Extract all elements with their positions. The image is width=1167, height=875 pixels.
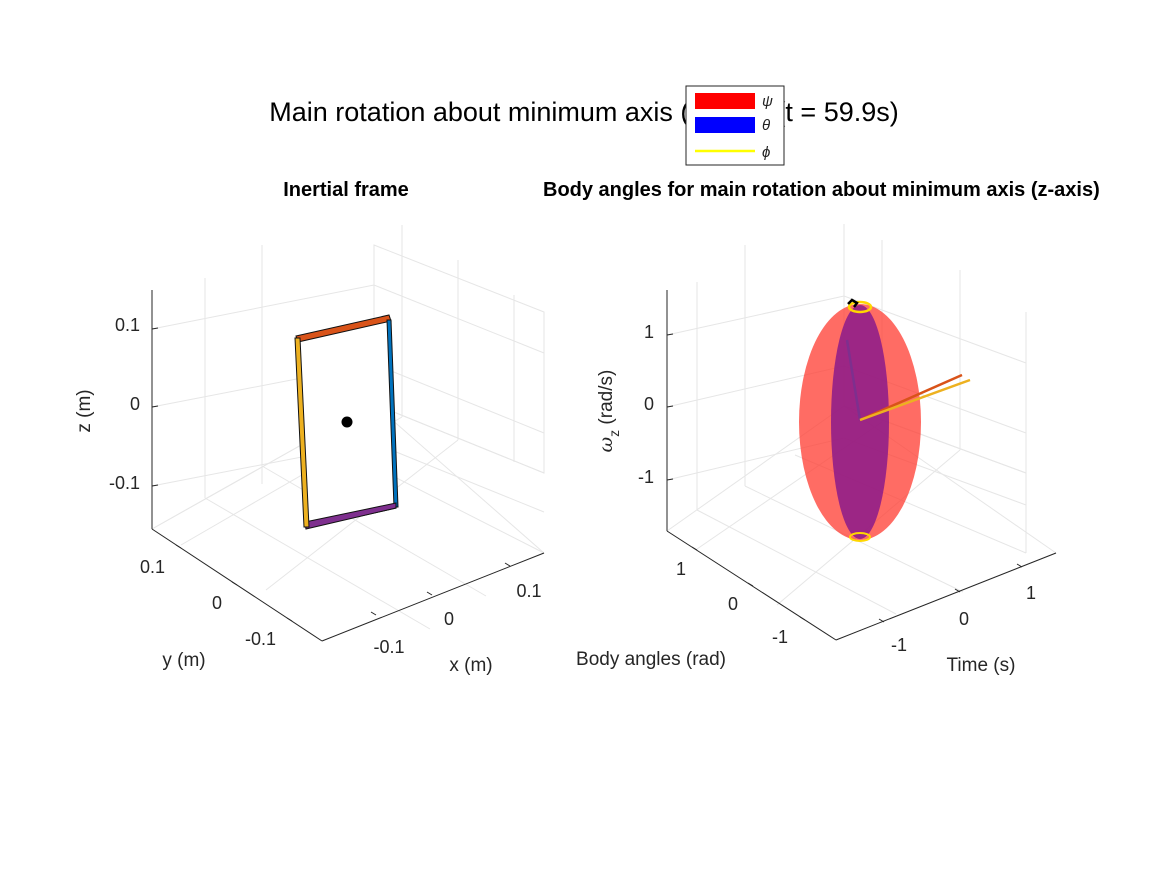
right-ellipsoid [799,298,971,542]
left-x-ticks: -0.1 0 0.1 [370,562,542,657]
right-x-ticks: -1 0 1 [878,563,1036,655]
polhode-top [847,300,873,314]
left-y-tick-2: -0.1 [245,629,276,649]
legend-swatch-psi [695,93,755,109]
left-axes[interactable]: 0.1 0 -0.1 0.1 0 -0.1 -0.1 0 0.1 z (m) y… [74,179,545,676]
left-z-tick-0: 0.1 [115,315,140,335]
left-title: Inertial frame [283,179,409,201]
right-axes[interactable]: 1 0 -1 1 0 -1 -1 0 1 ωz (rad/s) Body ang… [543,179,1100,676]
trajectory-marker [847,298,859,308]
right-ylabel: Body angles (rad) [576,649,726,670]
right-zlabel-symbol: ω [595,437,617,453]
figure-suptitle: Main rotation about minimum axis (z-axis… [269,97,898,127]
body-axis-z [845,339,862,421]
plate-edge-left [294,337,310,528]
plate-edge-right [386,319,399,508]
legend-swatch-theta [695,117,755,133]
right-y-tick-2: -1 [772,627,788,647]
legend-label-psi: ψ [762,93,773,110]
right-x-tick-0: -1 [891,635,907,655]
left-z-tick-2: -0.1 [109,473,140,493]
right-y-tick-1: 0 [728,594,738,614]
left-xlabel: x (m) [449,655,492,676]
right-zlabel-sub: z [606,430,622,437]
right-title: Body angles for main rotation about mini… [543,179,1100,201]
right-y-tick-0: 1 [676,559,686,579]
right-xlabel: Time (s) [947,655,1016,676]
right-x-tick-2: 1 [1026,583,1036,603]
right-x-axis-line [835,552,1057,641]
left-y-tick-0: 0.1 [140,557,165,577]
left-y-ticks: 0.1 0 -0.1 [140,544,293,649]
legend[interactable]: ψ θ ϕ [685,85,785,166]
left-z-ticks: 0.1 0 -0.1 [109,315,159,493]
left-x-axis-line [321,552,545,642]
svg-text:ωz (rad/s): ωz (rad/s) [595,370,622,453]
right-y-ticks: 1 0 -1 [676,546,806,647]
ellipsoid-inner [831,305,889,539]
body-axis-y [859,378,971,422]
right-zlabel-unit: (rad/s) [596,370,617,425]
left-x-tick-0: -0.1 [373,637,404,657]
right-zlabel: ωz (rad/s) [595,370,622,453]
left-center-point [341,416,353,428]
left-zlabel: z (m) [74,389,95,432]
right-z-ticks: 1 0 -1 [638,322,674,487]
left-ylabel: y (m) [162,650,205,671]
left-x-tick-1: 0 [444,609,454,629]
legend-label-phi: ϕ [762,144,770,161]
left-z-tick-1: 0 [130,394,140,414]
right-z-tick-2: -1 [638,467,654,487]
legend-label-theta: θ [762,117,770,134]
right-z-tick-1: 0 [644,394,654,414]
right-z-tick-0: 1 [644,322,654,342]
left-plate [294,314,399,530]
left-y-tick-1: 0 [212,593,222,613]
polhode-bottom [849,532,871,542]
left-x-tick-2: 0.1 [516,581,541,601]
right-x-tick-1: 0 [959,609,969,629]
